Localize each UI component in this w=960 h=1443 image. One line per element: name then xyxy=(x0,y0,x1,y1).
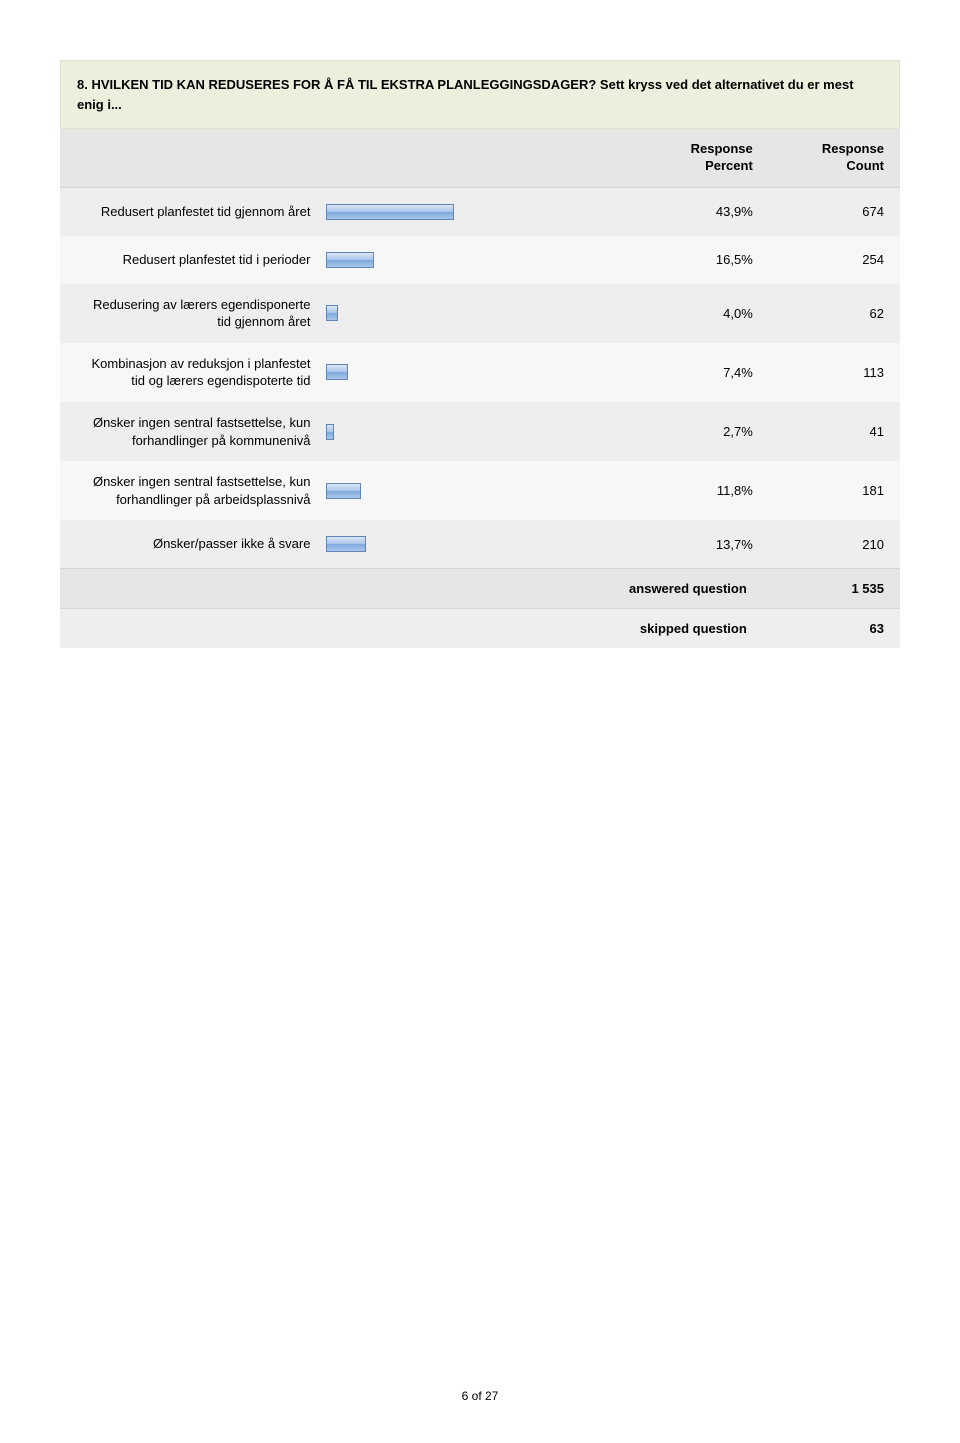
page-number: 6 of 27 xyxy=(462,1389,499,1403)
bar xyxy=(326,483,360,499)
header-bar-spacer xyxy=(326,141,617,175)
row-count: 62 xyxy=(763,306,884,321)
page-footer: 6 of 27 xyxy=(0,1389,960,1403)
table-row: Kombinasjon av reduksjon i planfestet ti… xyxy=(60,343,900,402)
table-row: Redusert planfestet tid i perioder 16,5%2… xyxy=(60,236,900,284)
summary-skipped-value: 63 xyxy=(763,621,884,636)
row-label: Ønsker ingen sentral fastsettelse, kun f… xyxy=(76,473,326,508)
row-label: Redusert planfestet tid i perioder xyxy=(76,251,326,269)
row-count: 113 xyxy=(763,365,884,380)
table-row: Ønsker ingen sentral fastsettelse, kun f… xyxy=(60,461,900,520)
table-row: Ønsker ingen sentral fastsettelse, kun f… xyxy=(60,402,900,461)
question-header: 8. HVILKEN TID KAN REDUSERES FOR Å FÅ TI… xyxy=(60,60,900,129)
row-label: Ønsker/passer ikke å svare xyxy=(76,535,326,553)
table-row: Redusert planfestet tid gjennom året 43,9… xyxy=(60,188,900,236)
row-bar-cell xyxy=(326,364,617,380)
table-row: Ønsker/passer ikke å svare 13,7%210 xyxy=(60,520,900,568)
summary-skipped-row: skipped question 63 xyxy=(60,608,900,648)
row-label: Ønsker ingen sentral fastsettelse, kun f… xyxy=(76,414,326,449)
header-percent-line1: Response xyxy=(691,141,753,156)
row-label: Redusering av lærers egendisponerte tid … xyxy=(76,296,326,331)
header-count: Response Count xyxy=(763,141,884,175)
question-text: 8. HVILKEN TID KAN REDUSERES FOR Å FÅ TI… xyxy=(77,77,854,112)
row-percent: 11,8% xyxy=(617,483,762,498)
header-spacer xyxy=(76,141,326,175)
row-label: Kombinasjon av reduksjon i planfestet ti… xyxy=(76,355,326,390)
row-percent: 7,4% xyxy=(617,365,762,380)
row-count: 181 xyxy=(763,483,884,498)
row-bar-cell xyxy=(326,536,617,552)
row-bar-cell xyxy=(326,483,617,499)
row-bar-cell xyxy=(326,305,617,321)
row-bar-cell xyxy=(326,252,617,268)
bar xyxy=(326,204,454,220)
header-count-line1: Response xyxy=(822,141,884,156)
row-percent: 43,9% xyxy=(617,204,762,219)
bar xyxy=(326,252,374,268)
row-count: 254 xyxy=(763,252,884,267)
row-percent: 4,0% xyxy=(617,306,762,321)
row-count: 210 xyxy=(763,537,884,552)
summary-answered-value: 1 535 xyxy=(763,581,884,596)
bar xyxy=(326,424,334,440)
row-bar-cell xyxy=(326,204,617,220)
header-percent: Response Percent xyxy=(617,141,762,175)
header-percent-line2: Percent xyxy=(705,158,753,173)
row-percent: 2,7% xyxy=(617,424,762,439)
page: 8. HVILKEN TID KAN REDUSERES FOR Å FÅ TI… xyxy=(0,0,960,1443)
summary-skipped-label: skipped question xyxy=(76,621,763,636)
row-percent: 16,5% xyxy=(617,252,762,267)
summary-answered-row: answered question 1 535 xyxy=(60,568,900,608)
header-count-line2: Count xyxy=(846,158,884,173)
bar xyxy=(326,364,348,380)
row-count: 674 xyxy=(763,204,884,219)
bar xyxy=(326,536,366,552)
table-row: Redusering av lærers egendisponerte tid … xyxy=(60,284,900,343)
row-count: 41 xyxy=(763,424,884,439)
row-label: Redusert planfestet tid gjennom året xyxy=(76,203,326,221)
rows-container: Redusert planfestet tid gjennom året 43,9… xyxy=(60,188,900,568)
bar xyxy=(326,305,338,321)
row-bar-cell xyxy=(326,424,617,440)
summary-answered-label: answered question xyxy=(76,581,763,596)
column-header-row: Response Percent Response Count xyxy=(60,129,900,188)
row-percent: 13,7% xyxy=(617,537,762,552)
